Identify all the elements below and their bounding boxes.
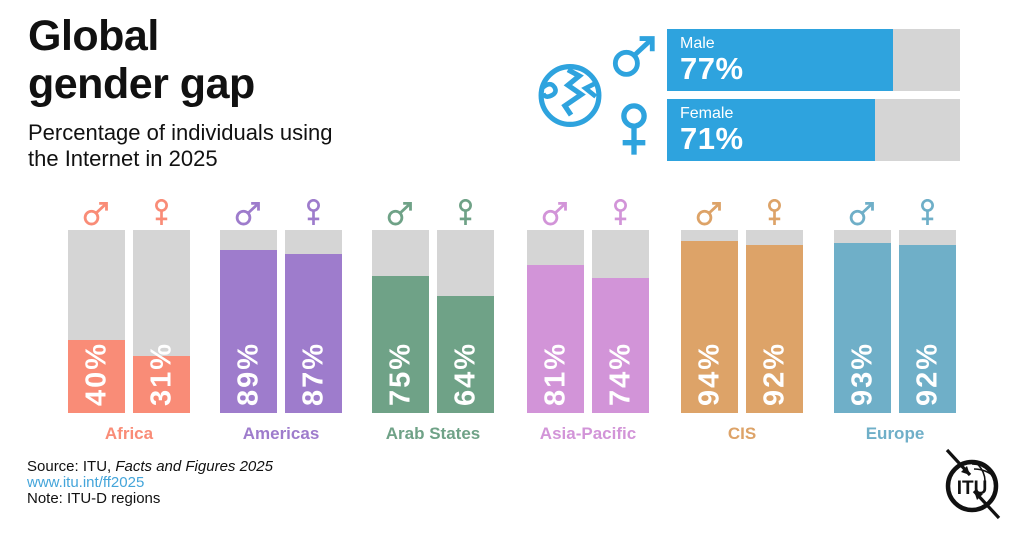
source-title: Facts and Figures 2025 [115, 458, 273, 475]
subtitle: Percentage of individuals using the Inter… [28, 120, 333, 171]
female-icon [306, 199, 321, 226]
footer: Source: ITU, Facts and Figures 2025 www.… [27, 459, 273, 507]
female-bar-fill [592, 277, 649, 413]
female-bar-fill [133, 356, 190, 413]
male-percent-label: 89% [232, 341, 264, 406]
source-line: Source: ITU, Facts and Figures 2025 [27, 458, 273, 475]
female-icon [618, 103, 650, 157]
male-icon [542, 202, 567, 226]
region-group-europe: 93% 92% Europe [834, 196, 956, 444]
region-name: Africa [104, 424, 154, 443]
male-bar: 81% [527, 230, 584, 413]
female-bar: 31% [133, 230, 190, 413]
female-percent-label: 92% [758, 341, 790, 406]
gender-symbols-row [372, 196, 494, 226]
male-bar-fill [68, 339, 125, 413]
gender-symbols-row [68, 196, 190, 226]
male-percent-label: 75% [384, 341, 416, 406]
male-bar: 94% [681, 230, 738, 413]
male-percent-label: 93% [846, 341, 878, 406]
female-bar-fill [746, 244, 803, 413]
female-percent-label: 87% [297, 341, 329, 406]
male-icon [612, 36, 658, 78]
female-percent-label: 64% [449, 341, 481, 406]
global-male-label: Male [680, 35, 715, 52]
female-bar-fill [285, 253, 342, 413]
male-bar: 75% [372, 230, 429, 413]
gender-symbols-row [834, 196, 956, 226]
source-link[interactable]: www.itu.int/ff2025 [27, 474, 145, 491]
female-icon [458, 199, 473, 226]
male-icon [235, 202, 260, 226]
female-icon [613, 199, 628, 226]
female-bar: 87% [285, 230, 342, 413]
globe-icon [537, 62, 603, 129]
region-name: Europe [865, 424, 925, 443]
male-icon [849, 202, 874, 226]
female-percent-label: 74% [604, 341, 636, 406]
global-male-bar: Male 77% [667, 29, 960, 91]
region-group-asia-pacific: 81% 74% Asia-Pacific [527, 196, 649, 444]
region-name: CIS [727, 424, 757, 443]
female-bar: 92% [899, 230, 956, 413]
male-icon [83, 202, 108, 226]
global-female-value: 71% [680, 121, 744, 156]
global-female-fill: Female 71% [667, 99, 876, 161]
female-bar: 74% [592, 230, 649, 413]
male-bar: 40% [68, 230, 125, 413]
region-name: Arab States [385, 424, 481, 443]
gender-symbols-row [220, 196, 342, 226]
male-bar-fill [527, 264, 584, 413]
female-bar: 92% [746, 230, 803, 413]
male-percent-label: 94% [693, 341, 725, 406]
male-percent-label: 40% [80, 341, 112, 406]
male-bar-fill [834, 242, 891, 413]
global-female-bar: Female 71% [667, 99, 960, 161]
female-percent-label: 31% [145, 341, 177, 406]
male-percent-label: 81% [539, 341, 571, 406]
gender-symbols-row [681, 196, 803, 226]
male-icon [387, 202, 412, 226]
female-icon [920, 199, 935, 226]
male-bar-fill [372, 275, 429, 413]
itu-logo: ITU [934, 447, 1008, 521]
male-bar: 89% [220, 230, 277, 413]
male-bar-fill [681, 240, 738, 413]
page-title: Global gender gap [28, 12, 255, 108]
gender-symbols-row [527, 196, 649, 226]
global-female-label: Female [680, 105, 734, 122]
region-name: Americas [242, 424, 320, 443]
male-bar: 93% [834, 230, 891, 413]
female-bar-fill [437, 295, 494, 413]
female-icon [767, 199, 782, 226]
female-percent-label: 92% [911, 341, 943, 406]
female-bar-fill [899, 244, 956, 413]
region-group-arab-states: 75% 64% Arab States [372, 196, 494, 444]
region-name: Asia-Pacific [539, 424, 637, 443]
female-icon [154, 199, 169, 226]
female-bar: 64% [437, 230, 494, 413]
region-group-americas: 89% 87% Americas [220, 196, 342, 444]
global-male-value: 77% [680, 51, 744, 86]
note-line: Note: ITU-D regions [27, 490, 161, 507]
region-group-cis: 94% 92% CIS [681, 196, 803, 444]
itu-logo-text: ITU [957, 478, 988, 499]
male-icon [696, 202, 721, 226]
male-bar-fill [220, 250, 277, 413]
region-group-africa: 40% 31% Africa [68, 196, 190, 444]
global-male-fill: Male 77% [667, 29, 893, 91]
